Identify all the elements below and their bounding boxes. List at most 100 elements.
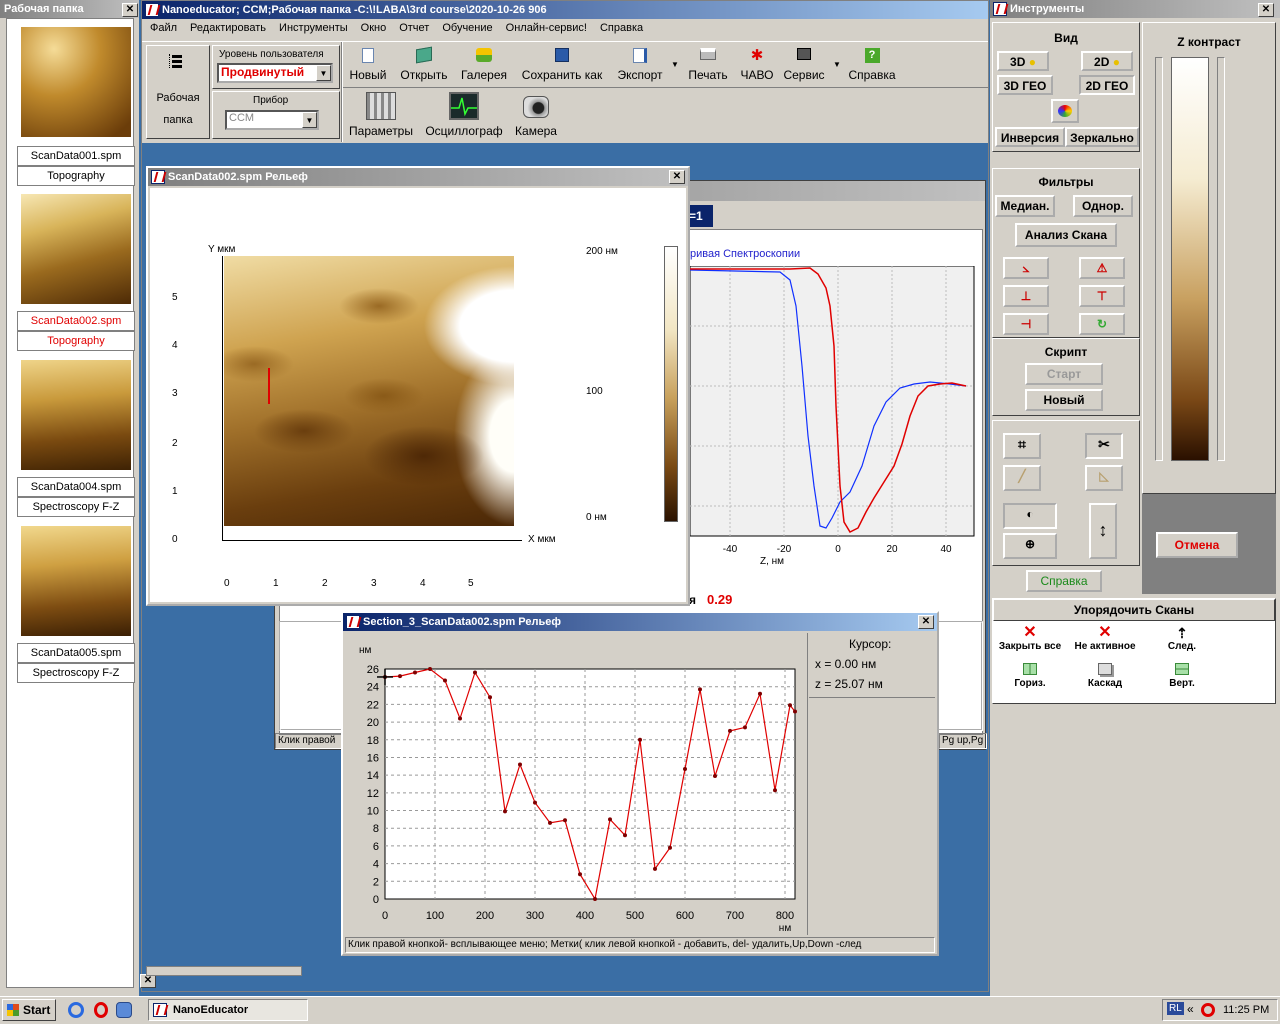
menu-file[interactable]: Файл (150, 22, 178, 34)
close-all-button[interactable]: ✕ Закрыть все (993, 625, 1067, 657)
median-button[interactable]: Медиан. (995, 195, 1055, 217)
mirror-button[interactable]: Зеркально (1065, 127, 1139, 147)
zcontrast-slider-left[interactable] (1155, 57, 1163, 461)
tools-help-button[interactable]: Справка (1026, 570, 1102, 592)
menu-learning[interactable]: Обучение (442, 22, 493, 34)
language-indicator[interactable]: RL (1167, 1002, 1184, 1015)
menu-report[interactable]: Отчет (399, 22, 430, 34)
scan-image[interactable] (224, 256, 514, 526)
bottom-minimized-bar[interactable] (146, 966, 302, 976)
save-as-button[interactable]: Сохранить как (517, 48, 607, 86)
crop-button[interactable]: ⌗ (1003, 433, 1041, 459)
script-start-button[interactable]: Старт (1025, 363, 1103, 385)
menu-help[interactable]: Справка (599, 22, 644, 34)
chevron-down-icon[interactable]: ▼ (671, 60, 679, 69)
contrast-button[interactable]: ◐ (1003, 503, 1057, 529)
zcontrast-slider-right[interactable] (1217, 57, 1225, 461)
start-button[interactable]: Start (2, 999, 56, 1021)
tray-opera-icon[interactable] (1201, 1003, 1215, 1017)
print-label: Печать (688, 68, 728, 82)
taskbar: Start NanoEducator RL « 11:25 PM (0, 996, 1280, 1024)
odnor-button[interactable]: Однор. (1073, 195, 1133, 217)
thumb-label-type[interactable]: Spectroscopy F-Z (17, 663, 135, 683)
scan-analysis-button[interactable]: Анализ Скана (1015, 223, 1117, 247)
service-button[interactable]: Сервис (779, 48, 829, 86)
tilt-plane-button[interactable]: ⦣ (1003, 257, 1049, 279)
print-button[interactable]: Печать (683, 48, 733, 86)
workfolder-button[interactable]: Рабочая папка (146, 45, 210, 139)
thumbnail-scan002[interactable] (21, 194, 131, 304)
faq-button[interactable]: ✱ ЧАВО (737, 48, 777, 86)
chevron-down-icon[interactable]: ▼ (316, 65, 331, 81)
spectro-tab[interactable]: =1 (687, 205, 713, 227)
y-tick-label: 20 (367, 717, 379, 729)
tools-close-icon[interactable]: ✕ (1258, 3, 1274, 17)
angle-button[interactable]: ◺ (1085, 465, 1123, 491)
spectro-status-text: Клик правой (278, 735, 336, 746)
menu-edit[interactable]: Редактировать (190, 22, 267, 34)
new-button[interactable]: Новый (347, 48, 389, 86)
user-level-select[interactable]: Продвинутый ▼ (217, 63, 333, 83)
thumbnail-scan004[interactable] (21, 360, 131, 470)
close-inactive-button[interactable]: ✕ Не активное (1067, 625, 1143, 657)
browser-icon[interactable] (116, 1002, 132, 1018)
task-nanoeducator[interactable]: NanoEducator (148, 999, 308, 1021)
opera-icon[interactable] (94, 1002, 108, 1018)
thumb-label-name[interactable]: ScanData001.spm (17, 146, 135, 166)
thumb-list[interactable]: ScanData001.spm Topography ScanData002.s… (6, 18, 135, 988)
reset-button[interactable]: ↻ (1079, 313, 1125, 335)
vertical-button[interactable]: Верт. (1149, 663, 1215, 695)
spike-button[interactable]: ⊣ (1003, 313, 1049, 335)
next-button[interactable]: ⇡ След. (1149, 625, 1215, 657)
y-tick-label: 14 (367, 770, 379, 782)
ruler-button[interactable]: ╱ (1003, 465, 1041, 491)
menu-window[interactable]: Окно (360, 22, 387, 34)
script-new-button[interactable]: Новый (1025, 389, 1103, 411)
thumb-label-type[interactable]: Topography (17, 331, 135, 351)
thumb-label-name[interactable]: ScanData005.spm (17, 643, 135, 663)
cascade-button[interactable]: Каскад (1067, 663, 1143, 695)
view-2d-button[interactable]: 2D ● (1081, 51, 1133, 71)
view-2dgeo-button[interactable]: 2D ГЕО (1079, 75, 1135, 95)
step-button[interactable]: ⊥ (1003, 285, 1049, 307)
help-button[interactable]: ? Справка (845, 48, 899, 86)
left-panel-close-icon[interactable]: ✕ (122, 3, 138, 17)
scan-close-icon[interactable]: ✕ (669, 170, 685, 184)
params-button[interactable]: Параметры (345, 92, 417, 140)
open-button[interactable]: Открыть (397, 46, 451, 86)
thumb-label-name[interactable]: ScanData004.spm (17, 477, 135, 497)
step-down-button[interactable]: ⊤ (1079, 285, 1125, 307)
thumb-label-type[interactable]: Topography (17, 166, 135, 186)
zoom-button[interactable]: ⊕ (1003, 533, 1057, 559)
section-close-icon[interactable]: ✕ (918, 615, 934, 629)
chevron-down-icon[interactable]: ▼ (302, 112, 317, 128)
menu-tools[interactable]: Инструменты (279, 22, 348, 34)
scan-y-tick: 3 (172, 388, 178, 399)
horizontal-button[interactable]: Гориз. (993, 663, 1067, 695)
vertical-range-button[interactable]: ↕ (1089, 503, 1117, 559)
thumbnail-scan001[interactable] (21, 27, 131, 137)
view-3d-button[interactable]: 3D ● (997, 51, 1049, 71)
export-button[interactable]: Экспорт (613, 48, 667, 86)
gallery-button[interactable]: Галерея (457, 48, 511, 86)
camera-button[interactable]: Камера (510, 92, 562, 140)
thumb-label-name[interactable]: ScanData002.spm (17, 311, 135, 331)
warning-tilt-button[interactable]: ⚠ (1079, 257, 1125, 279)
cancel-button[interactable]: Отмена (1156, 532, 1238, 558)
ie-icon[interactable] (68, 1002, 84, 1018)
chevron-down-icon[interactable]: ▼ (833, 60, 841, 69)
oscilloscope-button[interactable]: Осциллограф (422, 92, 506, 140)
view-3dgeo-button[interactable]: 3D ГЕО (997, 75, 1053, 95)
bottom-close-icon[interactable]: ✕ (140, 974, 156, 988)
palette-button[interactable] (1051, 99, 1079, 123)
oscilloscope-label: Осциллограф (425, 124, 503, 138)
device-select[interactable]: CCM ▼ (225, 110, 319, 130)
thumbnail-scan005[interactable] (21, 526, 131, 636)
tray-expand-icon[interactable]: « (1187, 1002, 1194, 1016)
scissors-button[interactable]: ✂ (1085, 433, 1123, 459)
scan-y-tick: 1 (172, 486, 178, 497)
menu-online[interactable]: Онлайн-сервис! (505, 22, 587, 34)
inversion-button[interactable]: Инверсия (995, 127, 1065, 147)
thumb-label-type[interactable]: Spectroscopy F-Z (17, 497, 135, 517)
